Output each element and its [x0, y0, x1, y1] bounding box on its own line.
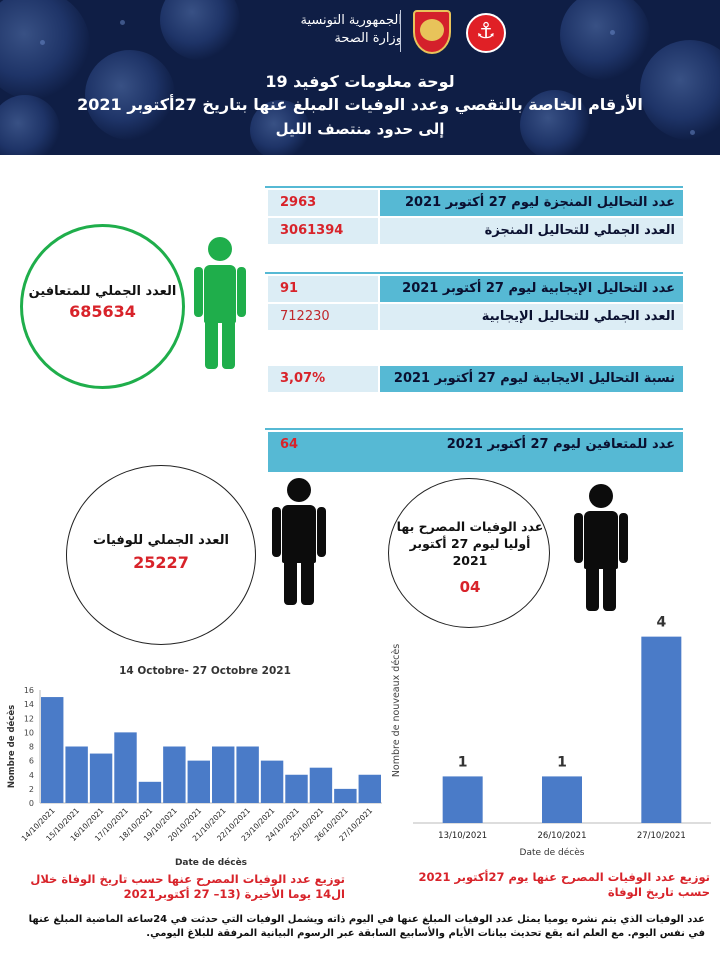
bar	[309, 767, 333, 803]
deaths-total-value: 25227	[133, 553, 189, 572]
tests-total-label: العدد الجملي للتحاليل المنجزة	[380, 218, 683, 244]
bar	[114, 732, 137, 803]
deaths-today-label-line-1: عدد الوفيات المصرح بها	[396, 519, 544, 534]
positivity-rate-label: نسبة التحاليل الايجابية ليوم 27 أكتوبر 2…	[380, 366, 683, 392]
recovered-total-label: العدد الجملي للمتعافين	[28, 284, 177, 299]
y-tick-label: 10	[24, 728, 34, 737]
bar	[41, 697, 64, 803]
bar	[358, 774, 381, 803]
bar	[187, 760, 210, 803]
table-rule	[265, 428, 683, 430]
bar	[260, 760, 284, 803]
x-axis-label: Date de décès	[175, 857, 247, 868]
bar	[138, 781, 162, 803]
bar	[163, 746, 186, 803]
deaths-by-date-chart-caption: توزيع عدد الوفيات المصرح عنها حسب تاريخ …	[30, 872, 345, 901]
bar	[89, 753, 113, 803]
deaths-reported-today-chart: 1 13/10/2021 1 26/10/2021 4 27/10/2021 Nombre …	[391, 615, 711, 858]
ministry-line-2: وزارة الصحة	[334, 31, 402, 46]
data-label: 1	[557, 754, 567, 770]
table-rule	[265, 186, 683, 188]
data-label: 1	[458, 754, 468, 770]
deaths-today-label: عدد الوفيات المصرح بها أوليا ليوم 27 أكت…	[395, 518, 545, 569]
anchor-symbol-icon: ⚓	[476, 19, 496, 44]
y-tick-label: 4	[29, 771, 34, 780]
recovered-total-circle	[20, 224, 185, 389]
deaths-today-circle	[388, 478, 550, 628]
header-banner	[0, 0, 720, 155]
y-tick-label: 2	[29, 785, 34, 794]
ministry-line-1: الجمهورية التونسية	[300, 13, 402, 28]
tests-total-value: 3061394	[268, 218, 378, 244]
bar	[212, 746, 235, 803]
positives-today-label: عدد التحاليل الإيجابية ليوم 27 أكتوبر 20…	[380, 276, 683, 302]
x-tick-label: 26/10/2021	[538, 831, 587, 841]
coat-of-arms-center-icon	[420, 19, 444, 41]
bar	[641, 636, 682, 823]
tests-today-value: 2963	[268, 190, 378, 216]
deaths-total-label: العدد الجملي للوفيات	[93, 533, 229, 548]
ministry-name: الجمهورية التونسية وزارة الصحة	[262, 12, 402, 48]
bar	[442, 776, 483, 823]
y-tick-label: 12	[24, 714, 34, 723]
y-tick-label: 16	[24, 686, 34, 695]
bar	[65, 746, 88, 803]
dashboard-subtitle: الأرقام الخاصة بالتقصي وعدد الوفيات المب…	[77, 95, 643, 114]
deaths-today-label-line-2: أوليا ليوم 27 أكتوبر	[409, 536, 531, 551]
y-tick-label: 6	[29, 757, 34, 766]
tests-today-label: عدد التحاليل المنجزة ليوم 27 أكتوبر 2021	[380, 190, 683, 216]
positives-total-value: 712230	[268, 304, 378, 330]
x-tick-label: 27/10/2021	[637, 831, 686, 841]
positivity-rate-value: 3,07%	[268, 366, 378, 392]
deaths-today-label-line-3: 2021	[452, 553, 488, 568]
y-tick-label: 8	[29, 743, 34, 752]
x-tick-label: 13/10/2021	[438, 831, 487, 841]
header-divider	[400, 10, 401, 52]
bar	[236, 746, 259, 803]
recovered-today-value: 64	[280, 437, 299, 452]
bar	[542, 776, 582, 823]
positives-today-value: 91	[268, 276, 378, 302]
footnote: عدد الوفيات الذي يتم نشره يوميا يمثل عدد…	[28, 914, 705, 939]
y-tick-label: 0	[29, 799, 34, 808]
bar	[285, 774, 308, 803]
bar	[334, 788, 357, 803]
dashboard-title: لوحة معلومات كوفيد 19	[265, 72, 455, 91]
dashboard-subtitle-2: إلى حدود منتصف الليل	[275, 120, 445, 138]
deaths-by-date-14-days-chart: 14 Octobre- 27 Octobre 2021 0 2 4 6 8 10 12 14 16…	[6, 665, 382, 868]
y-axis-label: Nombre de décès	[6, 705, 17, 788]
deaths-total-circle	[66, 465, 256, 645]
data-label: 4	[656, 615, 666, 631]
health-ministry-logo-icon	[466, 13, 506, 53]
y-axis-label: Nombre de nouveaux décès	[391, 644, 402, 777]
table-rule	[265, 272, 683, 274]
chart-title: 14 Octobre- 27 Octobre 2021	[119, 665, 291, 677]
tunisia-coat-of-arms-icon	[413, 10, 451, 54]
deaths-reported-chart-caption: توزيع عدد الوفيات المصرح عنها يوم 27أكتو…	[418, 870, 710, 899]
positives-total-label: العدد الجملي للتحاليل الإيجابية	[380, 304, 683, 330]
y-tick-label: 14	[24, 700, 34, 709]
recovered-today-label: عدد للمتعافين ليوم 27 أكتوبر 2021	[268, 432, 683, 472]
x-axis-label: Date de décès	[520, 847, 585, 858]
deaths-today-value: 04	[459, 578, 481, 596]
recovered-total-value: 685634	[69, 302, 136, 321]
